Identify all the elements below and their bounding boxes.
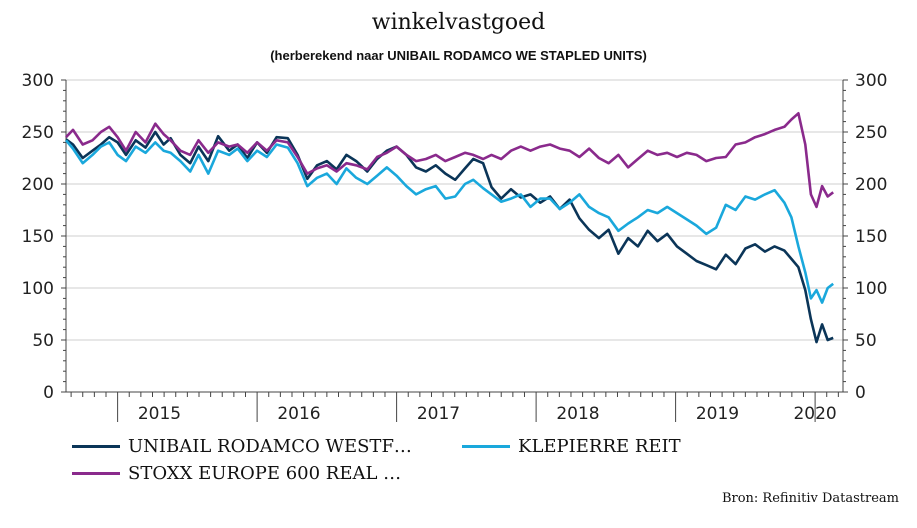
y-tick-label-right: 0 — [855, 383, 866, 403]
series-line-klepierre — [65, 139, 834, 304]
chart-title: winkelvastgoed — [371, 10, 546, 35]
y-tick-label-left: 100 — [22, 279, 54, 299]
y-tick-label-right: 200 — [855, 175, 887, 195]
chart-subtitle: (herberekend naar UNIBAIL RODAMCO WE STA… — [270, 48, 647, 63]
legend-label-klepierre: KLEPIERRE REIT — [518, 436, 681, 457]
legend-item-stoxx: STOXX EUROPE 600 REAL … — [72, 463, 401, 484]
axes — [61, 79, 848, 422]
legend-swatch-klepierre — [462, 445, 510, 448]
x-tick-label: 2016 — [277, 404, 320, 424]
legend-label-stoxx: STOXX EUROPE 600 REAL … — [128, 463, 402, 484]
x-axis-labels: 2015 2016 2017 2018 2019 2020 — [138, 404, 837, 424]
y-tick-label-right: 150 — [855, 227, 887, 247]
y-tick-label-right: 300 — [855, 71, 887, 91]
y-tick-label-left: 250 — [22, 123, 54, 143]
y-tick-label-right: 50 — [855, 331, 877, 351]
y-axis-right-labels: 0 50 100 150 200 250 300 — [855, 71, 887, 403]
source-note: Bron: Refinitiv Datastream — [721, 491, 899, 506]
series-line-stoxx — [65, 112, 834, 209]
legend-label-unibail: UNIBAIL RODAMCO WESTF… — [128, 436, 412, 457]
x-tick-label: 2018 — [556, 404, 599, 424]
series-line-unibail — [65, 130, 834, 344]
y-axis-left-labels: 0 50 100 150 200 250 300 — [22, 71, 54, 403]
x-tick-label: 2015 — [138, 404, 181, 424]
y-tick-label-left: 200 — [22, 175, 54, 195]
y-tick-label-left: 0 — [43, 383, 54, 403]
legend-swatch-stoxx — [72, 472, 120, 475]
legend-swatch-unibail — [72, 445, 120, 448]
x-tick-label: 2017 — [417, 404, 460, 424]
legend-item-unibail: UNIBAIL RODAMCO WESTF… — [72, 436, 412, 457]
y-tick-label-right: 100 — [855, 279, 887, 299]
y-tick-label-left: 300 — [22, 71, 54, 91]
x-tick-label: 2019 — [696, 404, 739, 424]
y-tick-label-right: 250 — [855, 123, 887, 143]
y-tick-label-left: 50 — [32, 331, 54, 351]
legend-item-klepierre: KLEPIERRE REIT — [462, 436, 681, 457]
gridlines — [66, 79, 843, 341]
x-tick-label: 2020 — [793, 404, 836, 424]
series-lines — [65, 112, 834, 344]
y-tick-label-left: 150 — [22, 227, 54, 247]
